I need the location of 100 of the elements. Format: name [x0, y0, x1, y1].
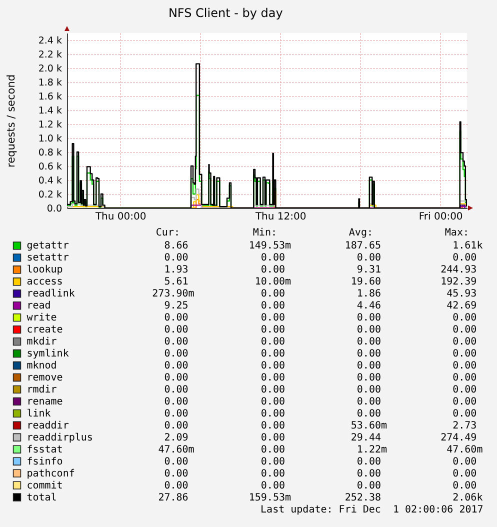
text: 0.00 — [356, 360, 381, 372]
text: 0.00 — [164, 480, 188, 492]
text: 0.00 — [452, 252, 477, 264]
legend-label: lookup — [26, 264, 63, 276]
text: 19.60 — [350, 276, 381, 288]
text: 0.00 — [260, 480, 285, 492]
chart-title: NFS Client - by day — [168, 6, 283, 20]
text: 274.49 — [440, 432, 477, 444]
legend-label: mkdir — [26, 336, 57, 348]
text: 0.00 — [452, 468, 477, 480]
text: 0.00 — [452, 360, 477, 372]
text: 0.00 — [260, 324, 285, 336]
text: 0.00 — [452, 348, 477, 360]
text: 53.60m — [350, 420, 388, 432]
text: 45.93 — [446, 288, 477, 300]
x-tick-label: Thu 00:00 — [94, 212, 146, 222]
text: 1.22m — [356, 444, 388, 456]
y-tick-label: 1.4 k — [38, 106, 62, 116]
text: 0.00 — [452, 372, 477, 384]
text: 0.00 — [164, 468, 188, 480]
text: 0.00 — [260, 408, 285, 420]
legend-label: remove — [26, 372, 63, 384]
text: 0.00 — [164, 336, 188, 348]
legend-label: total — [26, 492, 57, 504]
text: 0.00 — [260, 252, 285, 264]
text: 27.86 — [158, 492, 188, 504]
y-tick-label: 0.2 k — [38, 190, 62, 200]
legend-label: getattr — [26, 240, 69, 252]
text: 0.00 — [452, 396, 477, 408]
legend-label: pathconf — [26, 468, 75, 480]
text: 0.00 — [452, 408, 477, 420]
legend-label: read — [26, 300, 51, 312]
text: 0.00 — [164, 420, 188, 432]
text: Last update: Fri Dec 1 02:00:06 2017 — [260, 504, 484, 516]
legend-label: rename — [26, 396, 63, 408]
text: 0.00 — [164, 408, 188, 420]
text: 0.00 — [356, 312, 381, 324]
text: 273.90m — [152, 288, 194, 300]
legend-label: readdirplus — [26, 432, 93, 444]
text: 0.00 — [260, 444, 285, 456]
text: 9.31 — [356, 264, 381, 276]
text: 0.00 — [452, 336, 477, 348]
text: 0.00 — [260, 372, 285, 384]
y-tick-label: 0.8 k — [38, 148, 62, 158]
text: Max: — [444, 227, 469, 238]
text: 1.86 — [356, 288, 381, 300]
y-tick-label: 0.6 k — [38, 162, 62, 172]
text: 0.00 — [452, 324, 477, 336]
y-axis-title: requests / second — [6, 74, 18, 168]
legend-label: mknod — [26, 360, 57, 372]
legend-label: setattr — [26, 252, 69, 264]
text: 9.25 — [164, 300, 188, 312]
x-tick-label: Fri 00:00 — [418, 212, 463, 222]
y-tick-label: 1.8 k — [38, 78, 62, 88]
text: 0.00 — [356, 480, 381, 492]
text: 0.00 — [260, 420, 285, 432]
text: 0.00 — [452, 312, 477, 324]
y-tick-label: 1.6 k — [38, 92, 62, 102]
text: 0.00 — [260, 300, 285, 312]
y-tick-label: 2.0 k — [38, 64, 62, 74]
text: 0.00 — [164, 360, 188, 372]
legend-label: readlink — [26, 288, 75, 300]
text: 0.00 — [164, 252, 188, 264]
text: 0.00 — [452, 456, 477, 468]
legend-label: readdir — [26, 420, 69, 432]
text: 0.00 — [356, 408, 381, 420]
y-tick-label: 2.4 k — [38, 36, 62, 46]
text: Cur: — [156, 227, 180, 238]
text: 0.00 — [260, 432, 285, 444]
legend-label: link — [26, 408, 51, 420]
text: 192.39 — [440, 276, 477, 288]
text: 0.00 — [164, 384, 188, 396]
text: 0.00 — [260, 360, 285, 372]
text: 0.00 — [260, 396, 285, 408]
text: 252.38 — [344, 492, 381, 504]
text: 10.00m — [254, 276, 292, 288]
text: 0.00 — [356, 468, 381, 480]
legend-label: fsstat — [26, 444, 63, 456]
legend-label: access — [26, 276, 63, 288]
text: 0.00 — [452, 384, 477, 396]
legend-label: commit — [26, 480, 63, 492]
text: 0.00 — [164, 348, 188, 360]
text: 0.00 — [260, 384, 285, 396]
x-tick-label: Thu 12:00 — [254, 212, 306, 222]
y-tick-label: 0.4 k — [38, 176, 62, 186]
text: 0.00 — [356, 252, 381, 264]
text: 42.69 — [446, 300, 477, 312]
text: 0.00 — [356, 348, 381, 360]
text: 0.00 — [356, 372, 381, 384]
legend-label: fsinfo — [26, 456, 63, 468]
text: 0.00 — [260, 456, 285, 468]
text: 0.00 — [164, 456, 188, 468]
text: 0.00 — [356, 396, 381, 408]
y-tick-label: 1.0 k — [38, 134, 62, 144]
text: 0.00 — [356, 324, 381, 336]
text: 47.60m — [446, 444, 483, 456]
text: 149.53m — [248, 240, 292, 252]
y-tick-label: 2.2 k — [38, 50, 62, 60]
text: 1.61k — [452, 240, 483, 252]
text: 0.00 — [356, 456, 381, 468]
